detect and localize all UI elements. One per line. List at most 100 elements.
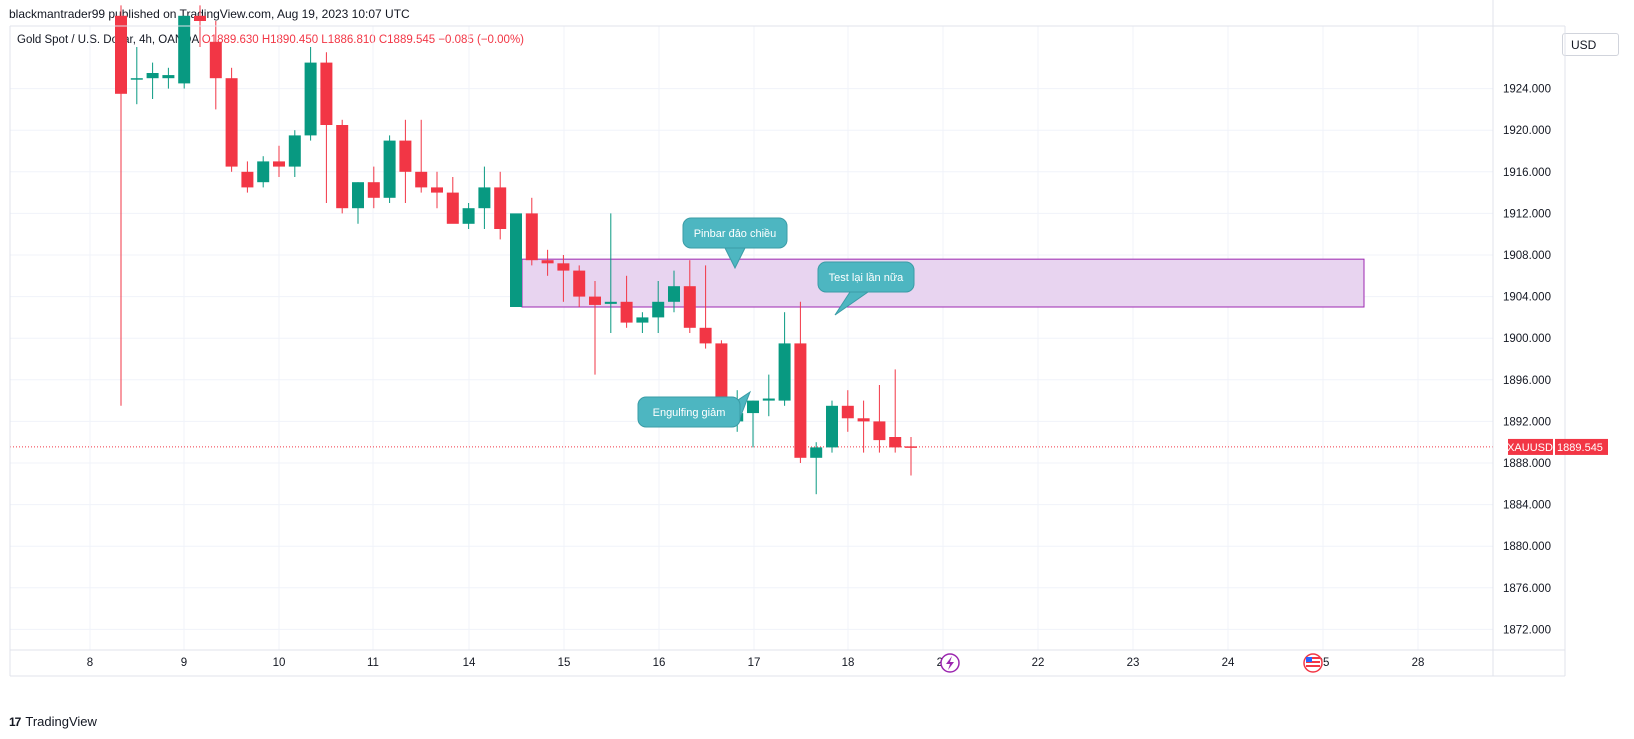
candle-body bbox=[225, 78, 238, 167]
candle-bearish bbox=[620, 275, 633, 328]
candle-bearish bbox=[446, 177, 459, 224]
flag-stripe bbox=[1306, 665, 1320, 667]
candle-body bbox=[810, 447, 823, 458]
x-tick-label: 24 bbox=[1222, 657, 1235, 669]
candle-body bbox=[652, 301, 665, 318]
candle-bullish bbox=[510, 213, 522, 307]
symbol-name[interactable]: Gold Spot / U.S. Dollar, 4h, OANDA bbox=[17, 34, 199, 46]
candle-body bbox=[683, 286, 696, 328]
candle-bullish bbox=[130, 47, 143, 105]
callout-text: Pinbar đảo chiều bbox=[694, 228, 777, 240]
y-tick-label: 1900.000 bbox=[1503, 333, 1551, 345]
candle-body bbox=[747, 400, 759, 414]
lightning-event-icon[interactable] bbox=[940, 653, 960, 673]
symbol-price-tag bbox=[1508, 438, 1553, 455]
x-tick-label: 14 bbox=[463, 657, 476, 669]
candle-body bbox=[209, 41, 222, 79]
x-tick-label: 23 bbox=[1127, 657, 1140, 669]
candle-body bbox=[130, 78, 143, 80]
y-tick-label: 1896.000 bbox=[1503, 375, 1551, 387]
candle-body bbox=[589, 296, 601, 305]
candle-body bbox=[383, 140, 396, 198]
currency-button[interactable]: USD bbox=[1562, 33, 1619, 56]
candle-bullish bbox=[810, 442, 823, 495]
last-price-label: 1889.545 bbox=[1557, 442, 1603, 454]
candle-body bbox=[241, 171, 254, 188]
candle-body bbox=[162, 75, 175, 79]
candle-bearish bbox=[873, 385, 886, 453]
footer-brand-label: TradingView bbox=[25, 714, 97, 729]
callout-bubble[interactable]: Test lại lần nữa bbox=[817, 261, 915, 316]
candle-bullish bbox=[146, 62, 159, 99]
flag-canton bbox=[1306, 657, 1312, 662]
candle-bearish bbox=[225, 67, 238, 172]
footer-brand[interactable]: 17 TradingView bbox=[9, 714, 97, 729]
candle-body bbox=[762, 398, 775, 401]
chart-grid bbox=[10, 26, 1493, 650]
x-tick-label: 22 bbox=[1032, 657, 1045, 669]
candle-bullish bbox=[478, 166, 491, 229]
candle-body bbox=[620, 301, 633, 323]
callout-box bbox=[817, 261, 915, 293]
publisher-header: blackmantrader99 published on TradingVie… bbox=[9, 7, 410, 21]
annotations: Pinbar đảo chiều Test lại lần nữa Engulfin… bbox=[637, 217, 915, 428]
candle-body bbox=[478, 187, 491, 209]
callout-box bbox=[682, 217, 788, 249]
candle-bullish bbox=[668, 270, 680, 313]
candle-bullish bbox=[747, 400, 759, 448]
candle-body bbox=[431, 187, 443, 193]
candle-body bbox=[668, 286, 680, 302]
candle-bullish bbox=[826, 400, 838, 453]
candle-bullish bbox=[636, 312, 649, 333]
callout-bubble[interactable]: Pinbar đảo chiều bbox=[682, 217, 788, 270]
candle-bullish bbox=[604, 213, 617, 333]
axes: 1924.000 1920.000 1916.000 1912.000 1908.000… bbox=[9, 0, 1608, 677]
y-tick-label: 1924.000 bbox=[1503, 84, 1551, 96]
candle-body bbox=[146, 73, 159, 79]
y-tick-label: 1908.000 bbox=[1503, 250, 1551, 262]
candle-body bbox=[873, 421, 886, 441]
candle-bearish bbox=[336, 119, 349, 214]
candle-bearish bbox=[794, 301, 807, 463]
callout-box bbox=[637, 396, 741, 428]
candle-bearish bbox=[589, 281, 601, 375]
candle-bullish bbox=[257, 156, 270, 188]
resistance-zone-layer bbox=[521, 258, 1365, 308]
candle-bullish bbox=[462, 203, 475, 229]
candle-bearish bbox=[494, 171, 507, 240]
candle-body bbox=[889, 437, 902, 448]
candle-bearish bbox=[399, 119, 412, 203]
candle-body bbox=[194, 15, 206, 21]
candle-body bbox=[525, 213, 538, 261]
candle-bearish bbox=[857, 400, 870, 453]
candle-body bbox=[462, 208, 475, 224]
symbol-legend: Gold Spot / U.S. Dollar, 4h, OANDA O1889… bbox=[17, 34, 524, 46]
last-price-tag bbox=[1555, 438, 1608, 455]
us-flag-event-icon[interactable] bbox=[1303, 653, 1323, 673]
y-tick-label: 1904.000 bbox=[1503, 292, 1551, 304]
callout-text: Engulfing giảm bbox=[653, 407, 726, 419]
candle-body bbox=[288, 135, 301, 167]
candle-bullish bbox=[762, 374, 775, 417]
candle-bullish bbox=[652, 281, 665, 333]
candle-bearish bbox=[905, 437, 917, 476]
y-tick-label: 1916.000 bbox=[1503, 167, 1551, 179]
candle-bullish bbox=[383, 135, 396, 203]
y-tick-label: 1880.000 bbox=[1503, 541, 1551, 553]
candle-bullish bbox=[162, 67, 175, 89]
callout-bubble[interactable]: Engulfing giảm bbox=[637, 390, 752, 428]
candle-bearish bbox=[699, 265, 712, 349]
resistance-zone bbox=[521, 258, 1365, 308]
candle-bearish bbox=[115, 5, 127, 406]
candle-bearish bbox=[431, 171, 443, 209]
candle-body bbox=[494, 187, 507, 229]
ohlc-values: O1889.630 H1890.450 L1886.810 C1889.545 … bbox=[201, 34, 524, 46]
y-tick-label: 1884.000 bbox=[1503, 500, 1551, 512]
candle-body bbox=[826, 405, 838, 448]
candle-body bbox=[510, 213, 522, 307]
y-tick-label: 1872.000 bbox=[1503, 624, 1551, 636]
y-tick-label: 1920.000 bbox=[1503, 125, 1551, 137]
candle-body bbox=[841, 405, 854, 419]
candle-bearish bbox=[241, 161, 254, 193]
